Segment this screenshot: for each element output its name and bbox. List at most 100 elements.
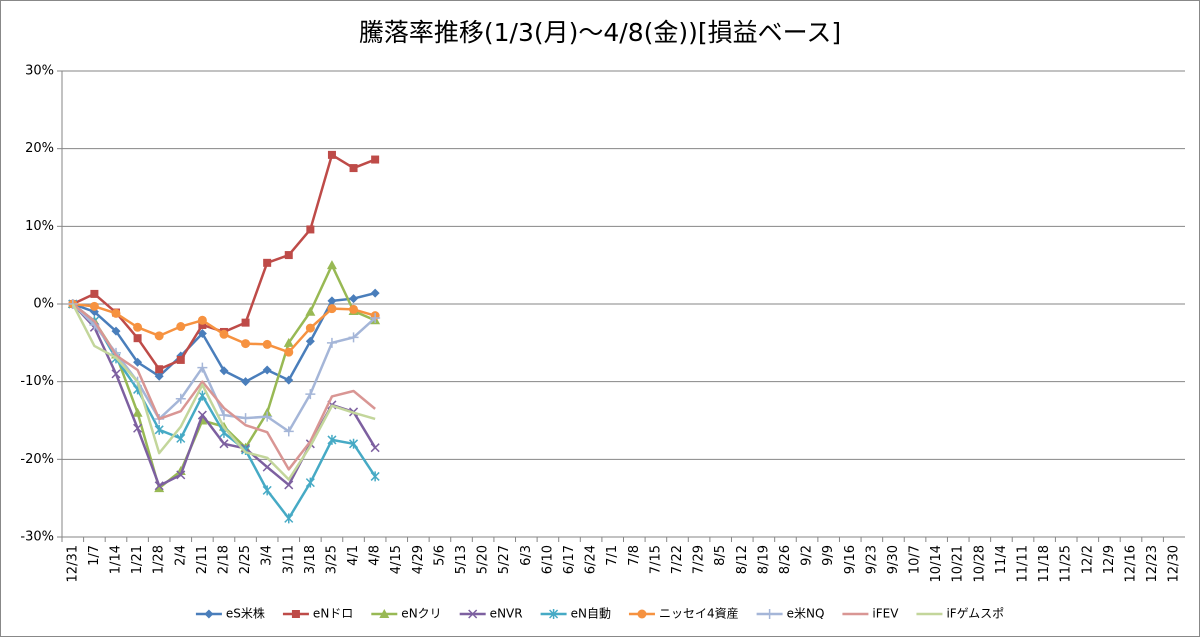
marker — [133, 357, 143, 367]
marker — [154, 424, 164, 435]
marker — [327, 150, 336, 159]
x-tick-label: 12/23 — [1145, 545, 1160, 582]
x-tick-label: 8/5 — [713, 545, 728, 566]
marker — [370, 288, 380, 298]
marker — [305, 389, 316, 400]
marker — [284, 251, 293, 260]
marker — [284, 375, 294, 385]
x-tick-label: 7/15 — [648, 545, 663, 574]
marker — [176, 433, 186, 444]
marker — [154, 481, 164, 491]
marker — [306, 225, 315, 234]
legend-label: eN自動 — [571, 607, 611, 621]
marker — [241, 377, 251, 387]
x-tick-label: 5/13 — [454, 545, 469, 574]
marker — [240, 413, 251, 424]
marker — [219, 329, 229, 339]
marker — [219, 366, 229, 376]
marker — [197, 410, 207, 420]
x-tick-label: 8/19 — [756, 545, 771, 574]
marker — [241, 318, 250, 327]
marker — [176, 470, 186, 480]
legend-label: e米NQ — [787, 607, 825, 621]
x-tick-label: 6/24 — [584, 545, 599, 574]
x-tick-label: 2/25 — [238, 545, 253, 574]
marker — [305, 336, 315, 346]
marker — [349, 304, 359, 314]
x-tick-label: 4/1 — [346, 545, 361, 566]
x-tick-label: 10/21 — [951, 545, 966, 582]
x-tick-label: 11/25 — [1059, 545, 1074, 582]
marker — [197, 315, 207, 325]
series-line — [72, 303, 376, 471]
legend-label: iFゲムスポ — [946, 607, 1004, 621]
x-tick-label: 3/4 — [260, 545, 275, 566]
y-tick-label: -30% — [20, 530, 54, 545]
x-tick-label: 12/16 — [1124, 545, 1139, 582]
marker — [284, 347, 294, 357]
marker — [262, 485, 272, 496]
marker — [371, 155, 380, 164]
marker — [197, 362, 208, 373]
marker — [370, 471, 380, 482]
series-line — [71, 303, 376, 481]
x-tick-label: 7/29 — [692, 545, 707, 574]
x-tick-label: 5/27 — [497, 545, 512, 574]
marker — [349, 294, 359, 304]
marker — [305, 306, 316, 316]
marker — [176, 355, 185, 364]
chart-title: 騰落率推移(1/3(月)～4/8(金))[損益ベース] — [359, 18, 841, 47]
legend-label: iFEV — [872, 607, 899, 621]
x-tick-label: 9/2 — [800, 545, 815, 566]
marker — [379, 609, 390, 618]
marker — [111, 369, 121, 379]
x-tick-label: 9/23 — [864, 545, 879, 574]
marker — [327, 434, 337, 445]
x-tick-label: 12/2 — [1080, 545, 1095, 574]
marker — [155, 365, 164, 374]
y-tick-label: 20% — [25, 141, 54, 156]
y-tick-label: -20% — [20, 452, 54, 467]
marker — [154, 331, 164, 341]
x-tick-label: 7/1 — [605, 545, 620, 566]
marker — [327, 296, 337, 306]
x-tick-label: 2/4 — [173, 545, 188, 566]
marker — [111, 308, 121, 318]
marker — [132, 407, 143, 417]
x-tick-label: 6/10 — [540, 545, 555, 574]
marker — [327, 304, 337, 314]
marker — [262, 411, 273, 422]
marker — [133, 423, 143, 433]
x-tick-label: 10/14 — [929, 545, 944, 582]
marker — [284, 480, 294, 490]
x-tick-label: 2/11 — [195, 545, 210, 574]
marker — [283, 337, 294, 347]
x-tick-label: 9/16 — [843, 545, 858, 574]
x-tick-label: 10/7 — [908, 545, 923, 574]
x-tick-label: 6/17 — [562, 545, 577, 574]
marker — [111, 326, 121, 336]
y-tick-label: 0% — [33, 297, 54, 312]
x-tick-label: 12/9 — [1102, 545, 1117, 574]
x-tick-label: 3/25 — [324, 545, 339, 574]
marker — [90, 289, 99, 298]
x-tick-label: 5/6 — [432, 545, 447, 566]
marker — [349, 438, 359, 449]
marker — [549, 609, 559, 619]
x-tick-label: 8/26 — [778, 545, 793, 574]
x-tick-label: 3/18 — [303, 545, 318, 574]
legend-label: ニッセイ4資産 — [659, 606, 739, 621]
legend-label: eNクリ — [401, 607, 441, 621]
x-tick-label: 3/11 — [281, 545, 296, 574]
x-tick-label: 7/8 — [627, 545, 642, 566]
marker — [637, 609, 647, 619]
x-tick-label: 9/9 — [821, 545, 836, 566]
marker — [219, 439, 229, 449]
x-tick-label: 2/18 — [216, 545, 231, 574]
x-tick-label: 4/15 — [389, 545, 404, 574]
marker — [370, 443, 380, 453]
marker — [263, 258, 272, 267]
marker — [176, 322, 186, 332]
